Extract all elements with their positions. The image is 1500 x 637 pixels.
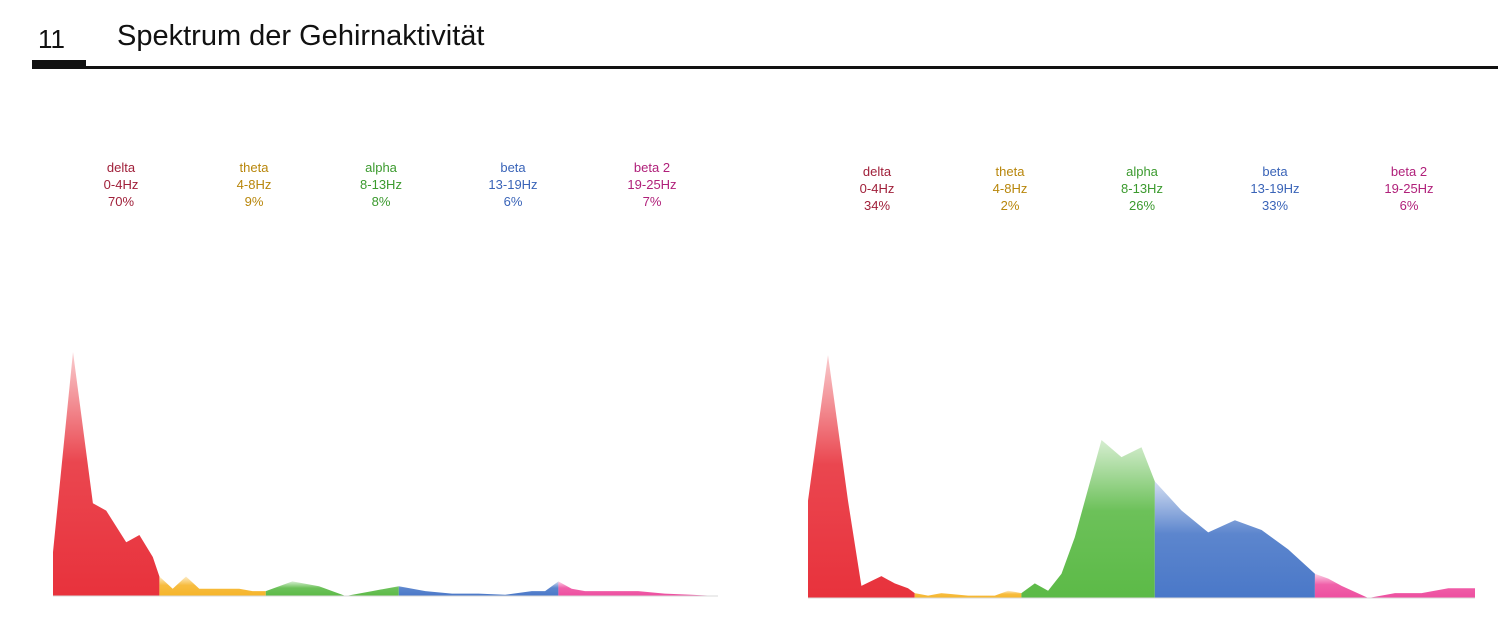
- band-percent-label-beta: 6%: [504, 194, 523, 209]
- band-area-delta: [808, 355, 915, 598]
- band-percent-label-delta: 70%: [108, 194, 134, 209]
- band-name-label-beta: beta: [1262, 164, 1288, 179]
- band-percent-label-beta2: 7%: [643, 194, 662, 209]
- band-area-delta: [53, 352, 160, 596]
- band-area-beta2: [1314, 573, 1475, 598]
- band-range-label-theta: 4-8Hz: [993, 181, 1028, 196]
- band-name-label-theta: theta: [240, 160, 270, 175]
- page-title: Spektrum der Gehirnaktivität: [117, 20, 485, 52]
- band-area-theta: [914, 590, 1022, 598]
- band-area-alpha: [1021, 440, 1155, 598]
- band-range-label-alpha: 8-13Hz: [360, 177, 402, 192]
- band-percent-label-alpha: 26%: [1129, 198, 1155, 213]
- band-percent-label-delta: 34%: [864, 198, 890, 213]
- band-area-alpha: [265, 581, 399, 596]
- band-range-label-beta: 13-19Hz: [1250, 181, 1299, 196]
- band-name-label-beta2: beta 2: [634, 160, 670, 175]
- band-name-label-beta: beta: [500, 160, 526, 175]
- band-area-beta: [1154, 481, 1315, 598]
- band-range-label-alpha: 8-13Hz: [1121, 181, 1163, 196]
- band-range-label-theta: 4-8Hz: [237, 177, 272, 192]
- page-number: 11: [38, 24, 65, 54]
- band-range-label-delta: 0-4Hz: [860, 181, 895, 196]
- band-percent-label-alpha: 8%: [372, 194, 391, 209]
- band-percent-label-beta: 33%: [1262, 198, 1288, 213]
- band-percent-label-theta: 2%: [1001, 198, 1020, 213]
- band-name-label-delta: delta: [107, 160, 136, 175]
- band-name-label-theta: theta: [996, 164, 1026, 179]
- band-name-label-alpha: alpha: [1126, 164, 1159, 179]
- band-area-theta: [159, 576, 266, 596]
- band-name-label-delta: delta: [863, 164, 892, 179]
- band-area-beta2: [558, 581, 718, 596]
- band-percent-label-theta: 9%: [245, 194, 264, 209]
- page-header: 11 Spektrum der Gehirnaktivität: [0, 0, 1500, 75]
- band-name-label-beta2: beta 2: [1391, 164, 1427, 179]
- spectrum-chart-1: delta 0-4Hz 70% theta 4-8Hz 9% alpha 8-13Hz 8% be…: [53, 160, 718, 597]
- header-rule-accent: [32, 60, 86, 68]
- band-name-label-alpha: alpha: [365, 160, 398, 175]
- band-area-beta: [398, 581, 559, 596]
- band-range-label-beta: 13-19Hz: [488, 177, 537, 192]
- header-rule: [32, 66, 1498, 69]
- band-percent-label-beta2: 6%: [1400, 198, 1419, 213]
- spectrum-chart-2: delta 0-4Hz 34% theta 4-8Hz 2% alpha 8-13Hz 26% b…: [808, 164, 1475, 599]
- band-range-label-beta2: 19-25Hz: [627, 177, 676, 192]
- band-range-label-delta: 0-4Hz: [104, 177, 139, 192]
- band-range-label-beta2: 19-25Hz: [1384, 181, 1433, 196]
